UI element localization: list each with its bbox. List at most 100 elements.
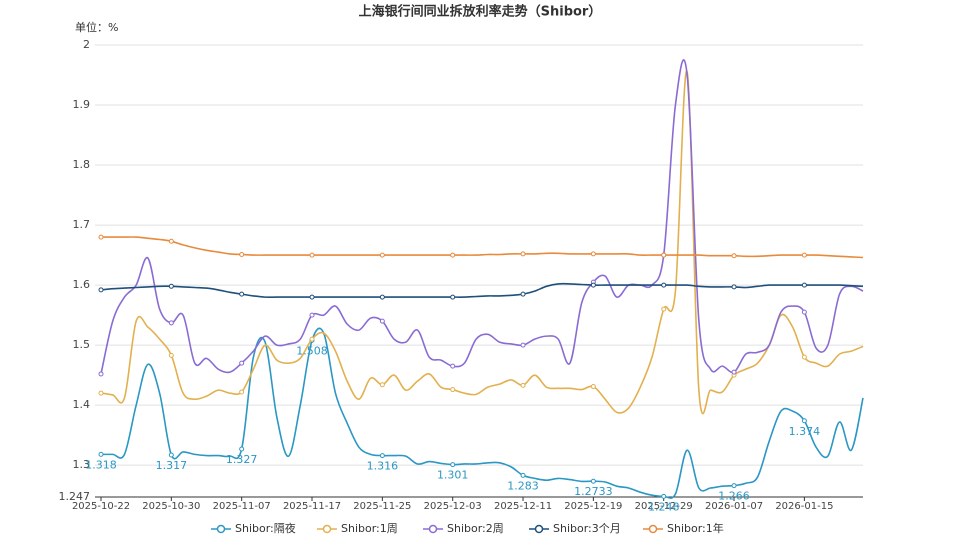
point-marker (520, 382, 526, 388)
point-marker (450, 462, 456, 468)
point-marker (801, 418, 807, 424)
point-marker (661, 306, 667, 312)
data-label: 1.2733 (574, 485, 613, 498)
point-marker (98, 371, 104, 377)
point-marker (379, 382, 385, 388)
point-marker (520, 472, 526, 478)
point-marker (239, 291, 245, 297)
legend-marker (322, 524, 332, 534)
y-tick-label: 1.247 (59, 490, 91, 503)
point-marker (168, 238, 174, 244)
legend-item[interactable]: Shibor:3个月 (529, 522, 621, 535)
series-line (101, 327, 864, 499)
point-marker (450, 294, 456, 300)
point-marker (239, 389, 245, 395)
x-tick-label: 2025-10-22 (72, 501, 130, 512)
point-marker (520, 251, 526, 257)
point-marker (590, 282, 596, 288)
point-marker (731, 284, 737, 290)
point-marker (98, 390, 104, 396)
x-tick-label: 2025-12-29 (635, 501, 693, 512)
point-marker (590, 251, 596, 257)
y-tick-label: 1.7 (73, 218, 91, 231)
series-line (100, 282, 864, 298)
x-tick-label: 2025-11-17 (283, 501, 341, 512)
point-marker (520, 342, 526, 348)
x-tick-label: 2025-11-07 (213, 501, 271, 512)
point-marker (450, 387, 456, 393)
point-marker (590, 478, 596, 484)
legend-item[interactable]: Shibor:隔夜 (211, 521, 296, 535)
legend-marker (216, 524, 226, 534)
data-label: 1.374 (789, 425, 821, 438)
y-tick-label: 1.9 (73, 98, 91, 111)
point-marker (98, 234, 104, 240)
legend-item[interactable]: Shibor:2周 (423, 522, 504, 535)
y-tick-label: 1.8 (73, 158, 91, 171)
point-marker (309, 336, 315, 342)
y-tick-label: 1.4 (73, 398, 91, 411)
y-tick-label: 2 (83, 38, 90, 51)
point-marker (239, 251, 245, 257)
x-tick-label: 2026-01-15 (775, 501, 833, 512)
legend-marker (534, 524, 544, 534)
legend-label: Shibor:3个月 (553, 522, 621, 535)
data-label: 1.301 (437, 469, 469, 482)
point-marker (379, 453, 385, 459)
y-tick-label: 1.6 (73, 278, 91, 291)
x-tick-label: 2025-10-30 (142, 501, 200, 512)
point-marker (309, 294, 315, 300)
series-line (100, 70, 864, 415)
point-marker (801, 354, 807, 360)
series-line (101, 236, 864, 259)
x-tick-label: 2025-12-11 (494, 501, 552, 512)
x-tick-label: 2026-01-07 (705, 501, 763, 512)
chart-title: 上海银行间同业拆放利率走势（Shibor） (359, 4, 602, 20)
point-marker (309, 312, 315, 318)
point-marker (801, 309, 807, 315)
legend-item[interactable]: Shibor:1年 (643, 521, 724, 535)
data-label: 1.248 (648, 500, 680, 513)
data-label: 1.283 (507, 479, 539, 492)
x-tick-label: 2025-12-03 (424, 501, 482, 512)
point-marker (379, 252, 385, 258)
point-marker (661, 282, 667, 288)
legend-label: Shibor:1周 (341, 522, 398, 535)
point-marker (801, 282, 807, 288)
point-marker (379, 294, 385, 300)
x-tick-label: 2025-12-19 (564, 501, 622, 512)
y-unit: 单位：% (75, 20, 118, 34)
data-label: 1.318 (85, 458, 117, 471)
x-tick-label: 2025-11-25 (353, 501, 411, 512)
point-marker (661, 252, 667, 258)
point-marker (309, 252, 315, 258)
point-marker (168, 320, 174, 326)
legend-item[interactable]: Shibor:1周 (317, 522, 398, 535)
point-marker (98, 451, 104, 457)
data-label: 1.508 (296, 344, 328, 357)
data-label: 1.317 (156, 459, 188, 472)
point-marker (661, 493, 667, 499)
point-marker (801, 252, 807, 258)
point-marker (450, 363, 456, 369)
point-marker (379, 318, 385, 324)
legend-label: Shibor:2周 (447, 522, 504, 535)
y-tick-label: 1.5 (73, 338, 91, 351)
data-label: 1.266 (718, 490, 750, 503)
point-marker (590, 384, 596, 390)
point-marker (731, 483, 737, 489)
point-marker (520, 291, 526, 297)
legend-label: Shibor:隔夜 (235, 521, 296, 535)
data-label: 1.327 (226, 453, 258, 466)
legend-marker (428, 524, 438, 534)
point-marker (731, 253, 737, 259)
point-marker (168, 452, 174, 458)
series-line (100, 59, 864, 375)
point-marker (98, 287, 104, 293)
legend-marker (648, 524, 658, 534)
data-label: 1.316 (367, 460, 399, 473)
point-marker (450, 252, 456, 258)
point-marker (239, 446, 245, 452)
y-tick-label: 1.3 (73, 458, 91, 471)
